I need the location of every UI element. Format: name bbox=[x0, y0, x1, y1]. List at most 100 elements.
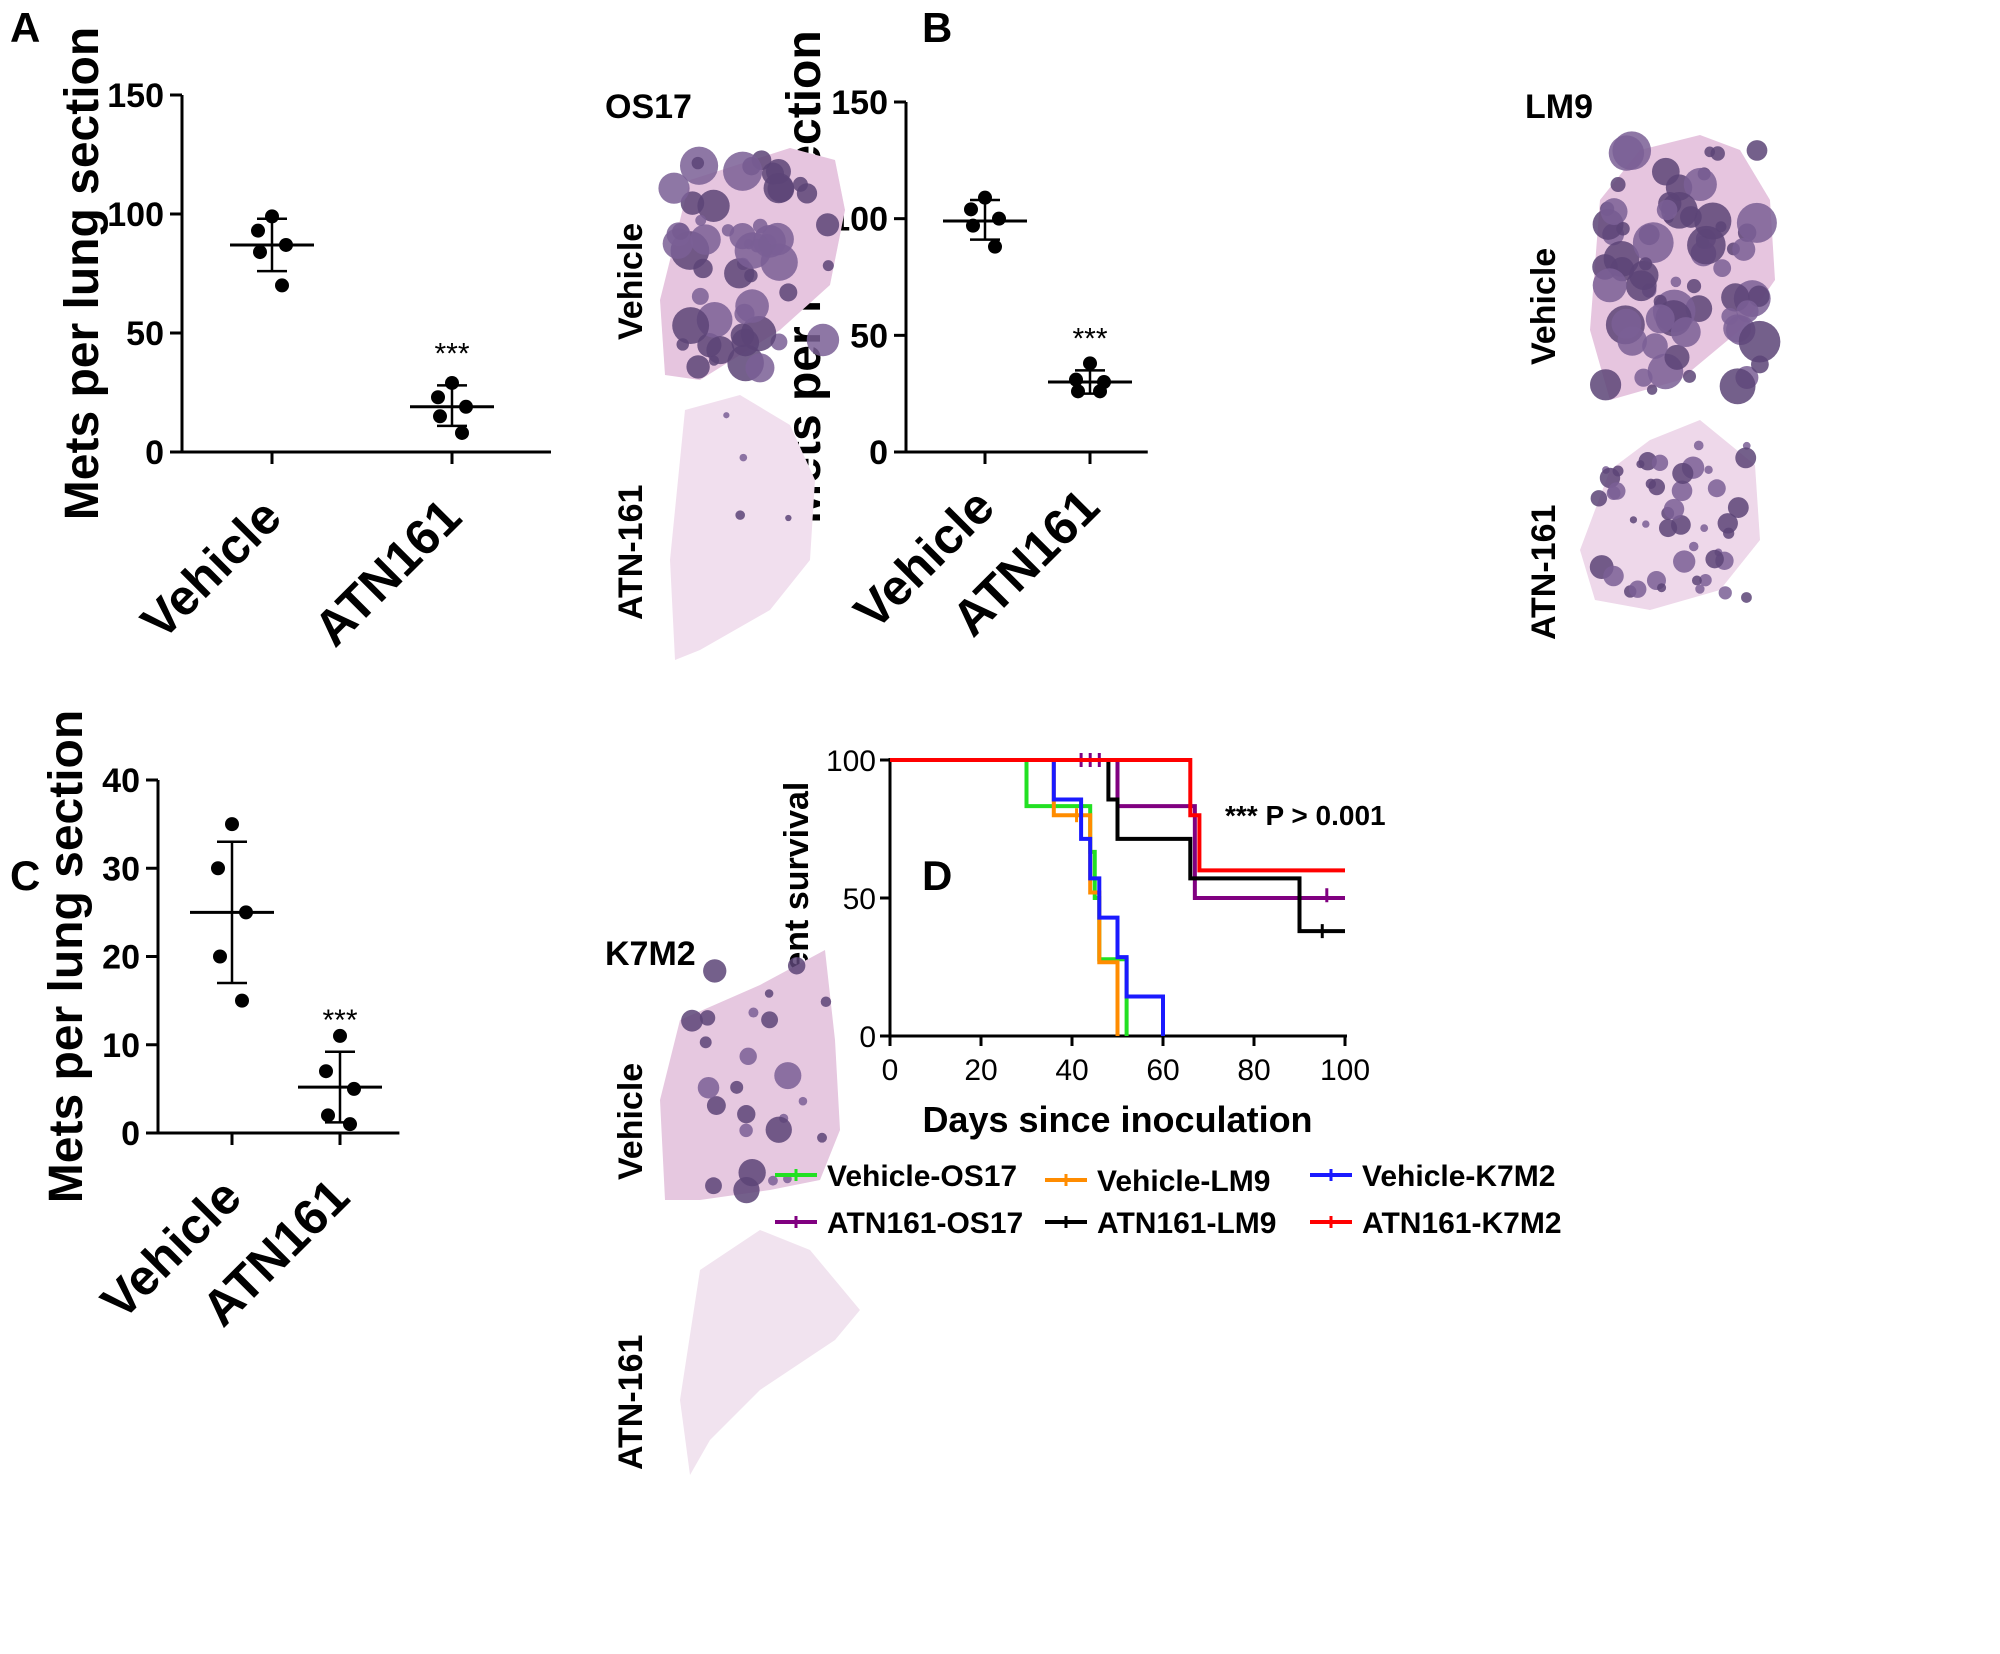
metastasis-spot bbox=[1648, 478, 1666, 496]
metastasis-spot bbox=[1738, 320, 1781, 363]
metastasis-spot bbox=[1629, 516, 1638, 524]
metastasis-spot bbox=[735, 289, 769, 323]
metastasis-spot bbox=[1736, 202, 1777, 243]
data-point bbox=[265, 209, 279, 224]
data-point bbox=[321, 1108, 335, 1123]
x-tick-label: 100 bbox=[1320, 1054, 1370, 1087]
metastasis-spot bbox=[785, 514, 792, 522]
data-point bbox=[253, 245, 267, 260]
metastasis-spot bbox=[1642, 333, 1668, 359]
metastasis-spot bbox=[1657, 583, 1667, 593]
metastasis-spot bbox=[1741, 592, 1752, 603]
metastasis-spot bbox=[1693, 440, 1704, 451]
metastasis-spot bbox=[730, 1080, 744, 1094]
metastasis-spot bbox=[1625, 270, 1657, 302]
significance-label: *** bbox=[1072, 322, 1107, 355]
x-tick-label: 20 bbox=[964, 1054, 997, 1087]
data-point bbox=[319, 1064, 333, 1079]
tissue-label-c-vehicle: Vehicle bbox=[612, 1063, 650, 1180]
metastasis-spot bbox=[1719, 368, 1756, 405]
x-tick-label: 0 bbox=[882, 1054, 899, 1087]
metastasis-spot bbox=[1632, 222, 1674, 264]
metastasis-spot bbox=[822, 260, 834, 272]
y-tick-label: 50 bbox=[850, 317, 888, 355]
metastasis-spot bbox=[1721, 307, 1739, 325]
data-point bbox=[225, 817, 239, 832]
y-tick-label: 150 bbox=[107, 77, 164, 115]
legend-label: ATN161-LM9 bbox=[1097, 1207, 1276, 1240]
metastasis-spot bbox=[1634, 368, 1653, 387]
metastasis-spot bbox=[1736, 300, 1759, 323]
data-point bbox=[433, 409, 447, 424]
data-point bbox=[1069, 372, 1083, 387]
metastasis-spot bbox=[697, 189, 730, 223]
data-point bbox=[239, 905, 253, 920]
data-point bbox=[333, 1028, 347, 1043]
tissue-sample-label-c: K7M2 bbox=[605, 935, 696, 973]
metastasis-spot bbox=[739, 453, 748, 462]
category-label: ATN161 bbox=[303, 488, 472, 657]
metastasis-spot bbox=[1727, 497, 1749, 518]
y-tick-label: 50 bbox=[126, 315, 164, 353]
metastasis-spot bbox=[658, 172, 690, 204]
metastasis-spot bbox=[1735, 447, 1757, 469]
metastasis-spot bbox=[1603, 240, 1640, 277]
metastasis-spot bbox=[1672, 462, 1694, 484]
tissue-sample-label-b: LM9 bbox=[1525, 88, 1593, 126]
metastasis-spot bbox=[691, 287, 709, 305]
data-point bbox=[211, 861, 225, 876]
metastasis-spot bbox=[1710, 146, 1725, 161]
metastasis-spot bbox=[1688, 541, 1699, 552]
y-tick-label: 100 bbox=[826, 745, 876, 778]
metastasis-spot bbox=[1607, 482, 1626, 500]
y-tick-label: 40 bbox=[102, 762, 140, 800]
metastasis-spot bbox=[1651, 157, 1680, 186]
metastasis-spot bbox=[1671, 515, 1691, 535]
legend-label: Vehicle-K7M2 bbox=[1362, 1160, 1555, 1193]
survival-curve bbox=[890, 758, 1345, 934]
significance-label: *** bbox=[322, 1004, 357, 1037]
metastasis-spot bbox=[748, 1007, 759, 1018]
y-tick-label: 20 bbox=[102, 939, 140, 977]
metastasis-spot bbox=[761, 1011, 779, 1029]
metastasis-spot bbox=[695, 214, 707, 226]
metastasis-spot bbox=[734, 232, 772, 269]
metastasis-spot bbox=[1651, 454, 1669, 472]
metastasis-spot bbox=[1645, 304, 1675, 334]
metastasis-spot bbox=[681, 1009, 703, 1032]
metastasis-spot bbox=[1699, 573, 1712, 587]
data-point bbox=[964, 202, 978, 217]
metastasis-spot bbox=[723, 412, 730, 419]
metastasis-spot bbox=[1590, 369, 1622, 401]
lung-image-a-vehicle bbox=[658, 146, 845, 383]
metastasis-spot bbox=[1638, 257, 1653, 271]
y-tick-label: 0 bbox=[859, 1021, 876, 1054]
metastasis-spot bbox=[697, 1076, 720, 1099]
metastasis-spot bbox=[706, 1096, 726, 1116]
metastasis-spot bbox=[666, 222, 691, 247]
metastasis-spot bbox=[1670, 276, 1682, 288]
metastasis-spot bbox=[820, 996, 832, 1008]
metastasis-spot bbox=[1608, 135, 1645, 171]
metastasis-spot bbox=[779, 283, 798, 302]
x-axis-label: Days since inoculation bbox=[922, 1099, 1312, 1140]
y-tick-label: 10 bbox=[102, 1027, 140, 1065]
lung-image-c-vehicle bbox=[660, 950, 840, 1204]
metastasis-spot bbox=[706, 336, 735, 365]
metastasis-spot bbox=[705, 1177, 722, 1195]
metastasis-spot bbox=[739, 1047, 757, 1066]
lung-image-a-atn161 bbox=[670, 395, 815, 660]
y-tick-label: 0 bbox=[121, 1115, 140, 1153]
survival-legend: Vehicle-OS17 Vehicle-LM9 Vehicle-K7M2 ATN16… bbox=[775, 1160, 1562, 1240]
x-tick-label: 60 bbox=[1146, 1054, 1179, 1087]
metastasis-spot bbox=[1603, 565, 1624, 587]
metastasis-spot bbox=[1642, 520, 1650, 528]
metastasis-spot bbox=[1600, 198, 1628, 226]
tissue-sample-label-a: OS17 bbox=[605, 88, 692, 126]
data-point bbox=[1093, 384, 1107, 399]
metastasis-spot bbox=[1671, 480, 1693, 502]
data-point bbox=[431, 390, 445, 405]
metastasis-spot bbox=[676, 338, 689, 351]
